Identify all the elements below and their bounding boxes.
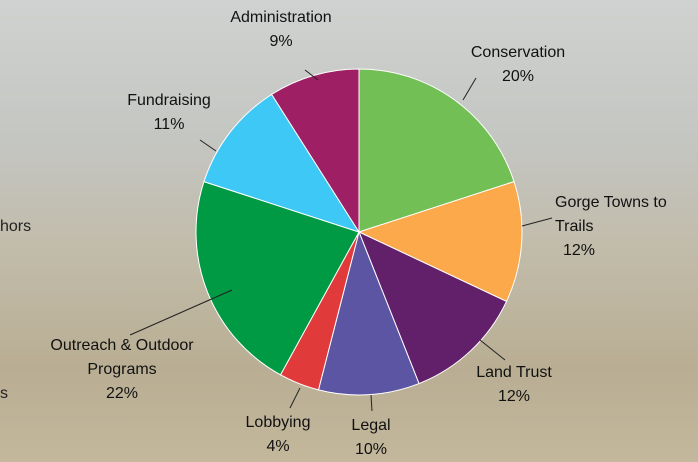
slice-label: Conservation 20% <box>438 41 598 89</box>
pie-slice <box>270 68 360 234</box>
value-label: 9% <box>269 33 293 50</box>
pie-slice <box>357 180 523 303</box>
background-text: hors <box>0 218 32 235</box>
slice-label: Lobbying 4% <box>228 411 328 459</box>
category-label: Gorge Towns to Trails <box>555 194 667 235</box>
category-label: Outreach & Outdoor Programs <box>50 337 194 378</box>
category-label: Fundraising <box>127 92 211 109</box>
pie-slice <box>195 180 360 376</box>
background-text: s <box>0 385 8 402</box>
leader-line <box>462 77 477 101</box>
category-label: Legal <box>351 417 391 434</box>
leader-line <box>304 69 319 81</box>
leader-line <box>370 394 373 412</box>
slice-label: Legal 10% <box>321 414 421 462</box>
value-label: 10% <box>354 441 388 458</box>
leader-line <box>289 387 301 409</box>
value-label: 12% <box>497 388 531 405</box>
value-label: 20% <box>501 68 535 85</box>
leader-line <box>199 139 217 152</box>
leader-line <box>129 289 233 336</box>
pie-slice <box>203 93 361 233</box>
value-label: 12% <box>563 242 596 259</box>
leader-line <box>521 217 553 227</box>
category-label: Land Trust <box>476 364 552 381</box>
pie-slice <box>358 68 515 233</box>
slice-label: Outreach & Outdoor Programs 22% <box>22 334 222 406</box>
pie-slice <box>358 231 508 385</box>
slice-label: Fundraising 11% <box>99 89 239 137</box>
pie-slice <box>317 230 420 396</box>
slice-label: Gorge Towns to Trails 12% <box>555 191 667 263</box>
category-label: Conservation <box>470 44 566 61</box>
category-label: Administration <box>230 9 332 26</box>
slice-label: Administration 9% <box>201 6 361 54</box>
value-label: 22% <box>105 385 139 402</box>
slice-label: Land Trust 12% <box>434 361 594 409</box>
category-label: Lobbying <box>245 414 311 431</box>
value-label: 11% <box>153 116 185 133</box>
value-label: 4% <box>266 438 290 455</box>
leader-line <box>479 339 506 361</box>
